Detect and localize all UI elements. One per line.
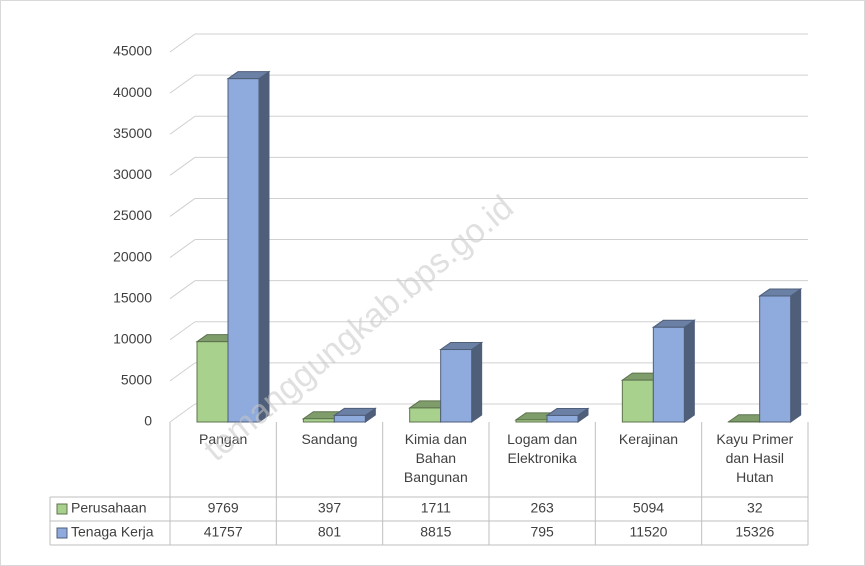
- x-tick-label: Kimia dan Bahan Bangunan: [404, 431, 468, 485]
- y-tick-label: 30000: [113, 166, 152, 182]
- bar: [651, 319, 696, 423]
- y-tick-label: 0: [144, 413, 152, 429]
- x-tick-label: Logam dan Elektronika: [507, 431, 577, 466]
- x-tick-label: Kayu Primer dan Hasil Hutan: [716, 431, 793, 485]
- bar: [332, 407, 377, 423]
- bar-front: [196, 341, 229, 423]
- x-tick-label: Kerajinan: [619, 431, 678, 447]
- table-value: 41757: [204, 524, 243, 540]
- grid-line-floor: [169, 239, 196, 258]
- bar-side: [258, 70, 270, 423]
- y-tick-label: 10000: [113, 330, 152, 346]
- bar-front: [759, 295, 792, 423]
- legend-label: Perusahaan: [71, 500, 147, 516]
- table-value: 795: [530, 524, 554, 540]
- table-value: 1711: [421, 500, 451, 516]
- y-tick-label: 35000: [113, 125, 152, 141]
- y-tick-label: 5000: [121, 372, 152, 388]
- table-value: 11520: [630, 524, 668, 540]
- x-tick-label: Sandang: [301, 431, 357, 447]
- bar: [226, 70, 271, 423]
- table-value: 5094: [633, 500, 664, 516]
- grid-line-floor: [169, 321, 196, 341]
- bar-front: [621, 379, 654, 423]
- bars: [195, 70, 803, 423]
- table-value: 397: [318, 500, 342, 516]
- legend-label: Tenaga Kerja: [71, 524, 154, 540]
- grid-line-floor: [169, 362, 196, 382]
- data-table: Pangan Sandang Kimia dan Bahan Bangunan Logam…: [49, 422, 809, 546]
- bar-front: [652, 326, 685, 423]
- table-value: 263: [530, 500, 554, 516]
- grid-line-floor: [169, 115, 196, 135]
- grid-line-floor: [169, 403, 196, 423]
- bar-front: [333, 414, 366, 423]
- bar: [545, 407, 590, 423]
- grid-line-floor: [169, 156, 196, 176]
- y-tick-label: 45000: [113, 43, 152, 59]
- x-tick-label: Pangan: [199, 431, 247, 447]
- bar-front: [515, 419, 548, 423]
- bar-front: [409, 407, 442, 423]
- table-value: 15326: [735, 524, 774, 540]
- table-value: 32: [747, 500, 763, 516]
- legend-swatch: [56, 503, 68, 515]
- bar-front: [302, 418, 335, 423]
- table-value: 8815: [420, 524, 451, 540]
- y-tick-label: 25000: [113, 207, 152, 223]
- bar-side: [471, 341, 483, 423]
- bar-front: [227, 78, 260, 423]
- bar: [439, 341, 484, 423]
- bar-side: [790, 288, 802, 423]
- grid-line-floor: [169, 198, 196, 217]
- grid: 0 5000 10000 15000 20000 25000 30000 35000 40000…: [113, 33, 808, 429]
- legend-swatch: [56, 527, 68, 539]
- y-tick-label: 15000: [113, 289, 152, 305]
- grid-line-floor: [169, 74, 196, 94]
- table-value: 9769: [208, 500, 239, 516]
- bar-front: [546, 414, 579, 423]
- grid-line-floor: [169, 33, 196, 53]
- bar-front: [440, 349, 473, 423]
- grid-line-floor: [169, 280, 196, 300]
- y-tick-label: 40000: [113, 84, 152, 100]
- y-tick-label: 20000: [113, 248, 152, 264]
- table-value: 801: [318, 524, 342, 540]
- bar: [758, 288, 803, 423]
- bar-side: [683, 319, 695, 423]
